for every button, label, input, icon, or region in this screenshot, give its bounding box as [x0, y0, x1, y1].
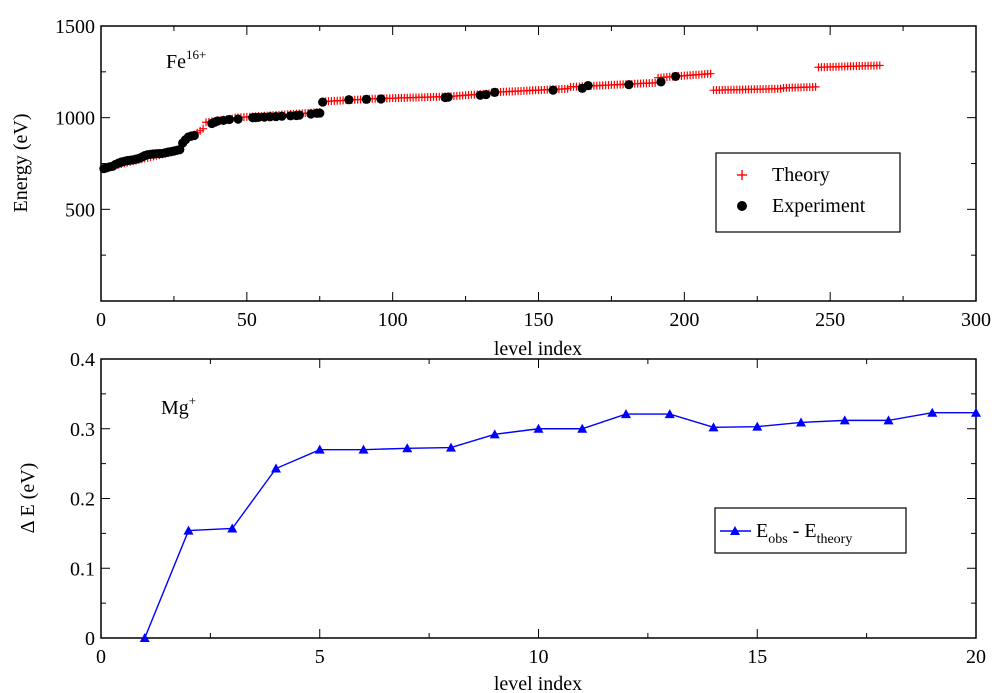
legend-label-delta: Eobs - Etheory: [756, 520, 852, 547]
annotation-mg: Mg+: [161, 393, 196, 419]
data-point: [314, 444, 325, 454]
experiment-point: [318, 97, 328, 107]
experiment-point: [361, 94, 372, 104]
experiment-point: [670, 71, 681, 82]
axis-ticks: 0 5 10 15 20 0 0.1 0.2 0.3 0.4: [70, 349, 986, 668]
data-point: [752, 421, 763, 431]
y-axis-label: Energy (eV): [10, 113, 32, 212]
series-line: [144, 412, 976, 639]
x-tick-label: 10: [529, 646, 549, 668]
axis-ticks: 0 50 100 150 200 250 300 500 1000 1500: [55, 16, 991, 331]
x-tick-label: 300: [961, 309, 991, 331]
y-tick-label: 0: [85, 628, 95, 650]
x-tick-label: 50: [237, 309, 257, 331]
data-point: [664, 409, 675, 419]
experiment-point: [376, 94, 386, 104]
legend: Theory Experiment: [715, 152, 901, 233]
series-markers: [139, 407, 981, 642]
x-tick-label: 150: [524, 309, 554, 331]
plot-frame: [100, 358, 977, 639]
experiment-point: [656, 77, 666, 87]
data-point: [971, 407, 981, 417]
data-point: [621, 409, 631, 419]
experiment-point: [277, 111, 287, 121]
y-axis-label: Δ E (eV): [17, 463, 39, 534]
experiment-point: [624, 80, 634, 90]
experiment-point: [233, 114, 243, 124]
data-point: [796, 417, 806, 427]
legend-label-experiment: Experiment: [772, 195, 866, 217]
experiment-point: [490, 87, 500, 97]
x-tick-label: 0: [96, 309, 106, 331]
x-axis-label: level index: [494, 673, 582, 693]
x-tick-label: 100: [378, 309, 408, 331]
data-point: [446, 442, 456, 452]
experiment-point: [548, 85, 558, 95]
x-axis-label: level index: [494, 338, 582, 360]
experiment-point: [344, 95, 354, 105]
theory-point: [199, 124, 208, 133]
y-tick-label: 1000: [55, 108, 95, 130]
experiment-point: [443, 92, 453, 102]
experiment-point: [583, 80, 593, 91]
data-point: [708, 422, 719, 432]
data-point: [927, 407, 938, 417]
data-point: [402, 443, 413, 453]
chart-mg: 0 5 10 15 20 0 0.1 0.2 0.3 0.4 Mg+ level index Δ …: [17, 349, 986, 693]
data-point: [839, 415, 850, 425]
x-tick-label: 0: [96, 646, 106, 668]
data-point: [227, 523, 238, 533]
y-tick-label: 0.4: [70, 349, 95, 371]
theory-point: [811, 82, 820, 91]
chart-fe16: 0 50 100 150 200 250 300 500 1000 1500 Fe16+ leve…: [10, 16, 991, 360]
legend: Eobs - Etheory: [714, 507, 907, 554]
legend-box: [715, 152, 901, 233]
data-point: [533, 423, 544, 433]
series-experiment: [99, 71, 681, 174]
data-point: [577, 423, 588, 433]
annotation-fe: Fe16+: [166, 47, 206, 73]
data-point: [183, 525, 194, 535]
x-tick-label: 250: [815, 309, 845, 331]
y-tick-label: 1500: [55, 16, 95, 38]
x-tick-label: 20: [966, 646, 986, 668]
theory-point: [875, 61, 884, 70]
data-point: [139, 633, 150, 642]
data-point: [489, 429, 500, 439]
y-tick-label: 0.3: [70, 419, 95, 441]
experiment-point: [224, 114, 234, 125]
legend-marker-theory: [737, 170, 747, 180]
experiment-point: [189, 130, 199, 141]
data-point: [271, 463, 281, 473]
y-tick-label: 500: [65, 199, 95, 221]
experiment-point: [294, 110, 304, 120]
experiment-point: [481, 89, 491, 100]
data-point: [883, 415, 894, 425]
legend-marker-experiment: [737, 201, 747, 211]
legend-marker-triangle: [730, 526, 740, 535]
legend-label-theory: Theory: [772, 164, 830, 186]
x-tick-label: 5: [315, 646, 325, 668]
y-tick-label: 0.1: [70, 558, 95, 580]
experiment-point: [315, 108, 325, 118]
x-tick-label: 200: [669, 309, 699, 331]
x-tick-label: 15: [747, 646, 767, 668]
theory-point: [706, 69, 715, 78]
data-point: [358, 444, 369, 454]
y-tick-label: 0.2: [70, 489, 95, 511]
